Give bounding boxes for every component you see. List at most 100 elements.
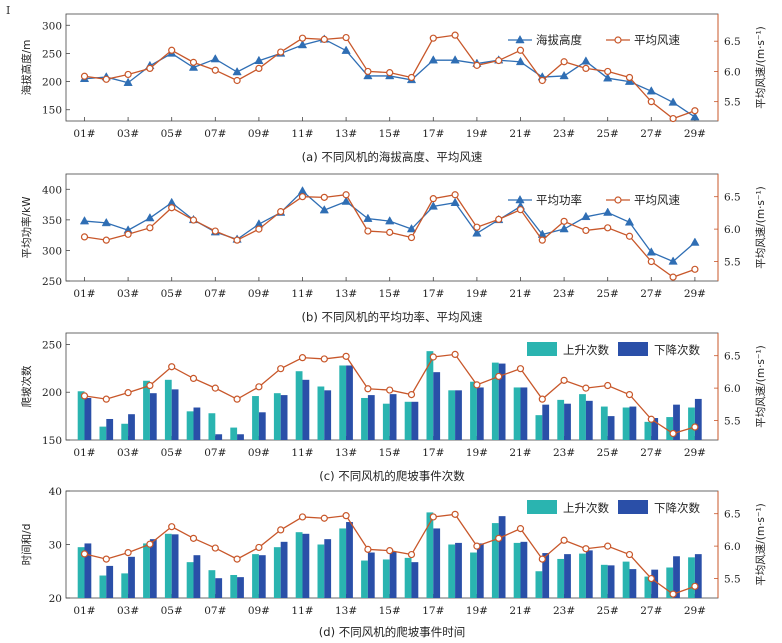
left-tick-label: 300: [42, 20, 62, 32]
x-tick-label: 09#: [248, 605, 270, 617]
data-point: [146, 540, 154, 548]
data-point: [646, 86, 656, 95]
bar-down: [302, 533, 310, 598]
data-point: [669, 114, 677, 123]
legend-marker: [614, 36, 622, 44]
bar-down: [585, 550, 593, 598]
x-tick-label: 19#: [466, 605, 488, 617]
x-tick-label: 27#: [640, 128, 662, 140]
data-point: [123, 77, 133, 86]
data-point: [297, 39, 308, 49]
x-tick-label: 25#: [597, 447, 619, 459]
x-tick-label: 03#: [117, 605, 139, 617]
data-point: [538, 236, 546, 244]
series-wind-speed: [80, 350, 699, 438]
bar-down: [193, 407, 201, 440]
legend-label: 海拔高度: [536, 33, 582, 47]
data-point: [255, 383, 263, 391]
data-point: [516, 525, 525, 533]
bar-down: [258, 412, 266, 440]
bar-up: [273, 393, 281, 440]
data-point: [690, 237, 700, 246]
data-point: [604, 67, 612, 76]
bar-down: [215, 434, 223, 440]
data-point: [604, 224, 612, 232]
bar-up: [273, 547, 281, 598]
data-point: [320, 514, 328, 522]
x-tick-label: 15#: [379, 447, 401, 459]
data-point: [189, 58, 198, 66]
x-tick-label: 11#: [291, 288, 313, 300]
data-point: [624, 217, 635, 226]
data-point: [582, 226, 590, 235]
x-tick-label: 07#: [204, 288, 226, 300]
data-point: [603, 207, 613, 216]
bar-up: [252, 396, 259, 440]
x-tick-label: 13#: [335, 605, 357, 617]
data-point: [341, 45, 351, 54]
bar-down: [607, 416, 615, 440]
x-tick-label: 27#: [640, 288, 662, 300]
data-point: [495, 534, 503, 542]
bar-down: [542, 553, 550, 598]
data-point: [559, 70, 569, 80]
panel-caption: (a) 不同风机的海拔高度、平均风速: [302, 150, 483, 164]
bar-up: [143, 380, 150, 440]
bar-up: [404, 401, 412, 440]
figure-corner-label: I: [6, 4, 10, 17]
data-point: [647, 257, 655, 266]
bar-down: [564, 554, 571, 598]
bar-down: [433, 528, 441, 598]
bar-down: [346, 522, 353, 598]
bar-down: [607, 565, 615, 598]
data-point: [691, 265, 699, 273]
left-axis-title: 爬坡次数: [20, 365, 33, 407]
legend: 平均功率 平均风速: [508, 193, 680, 207]
data-point: [495, 56, 503, 65]
data-point: [691, 423, 699, 431]
data-point: [450, 55, 460, 64]
x-tick-label: 09#: [248, 288, 270, 300]
data-point: [603, 73, 613, 82]
bar-down: [585, 400, 593, 440]
x-tick-label: 05#: [161, 447, 183, 459]
x-tick-label: 15#: [379, 288, 401, 300]
data-point: [255, 64, 263, 73]
legend-label: 下降次数: [654, 343, 700, 357]
bar-up: [208, 570, 216, 598]
bar-up: [644, 576, 652, 598]
bar-up: [622, 407, 630, 440]
data-point: [342, 33, 350, 42]
x-tick-label: 23#: [553, 605, 575, 617]
bar-up: [666, 567, 674, 598]
bar-up: [600, 564, 608, 598]
data-point: [255, 543, 263, 552]
left-axis-title: 平均功率/kW: [20, 196, 33, 259]
data-point: [559, 224, 569, 233]
data-point: [233, 395, 241, 403]
bar-up: [557, 558, 565, 598]
data-point: [516, 206, 525, 214]
x-tick-label: 05#: [161, 288, 183, 300]
data-point: [581, 211, 591, 221]
x-tick-label: 23#: [553, 288, 575, 300]
bar-up: [491, 362, 499, 440]
legend-label: 上升次数: [563, 501, 609, 515]
chart-panel-4: 20 30 40 5.5 6.0 6.5 01# 03# 05# 07# 09# 11# 13# 15# 1…: [20, 486, 767, 639]
right-tick-label: 6.0: [724, 66, 741, 78]
bar-down: [673, 404, 680, 440]
series-line: [84, 190, 696, 263]
x-tick-label: 25#: [597, 128, 619, 140]
bar-down: [84, 397, 92, 440]
data-point: [450, 197, 460, 206]
data-point: [429, 513, 437, 521]
data-point: [320, 35, 328, 43]
bar-down: [476, 543, 484, 598]
right-tick-label: 6.0: [724, 224, 741, 236]
bar-up: [121, 423, 129, 440]
bar-down: [106, 418, 114, 440]
data-point: [647, 574, 655, 583]
bar-up: [99, 426, 107, 440]
data-point: [211, 227, 219, 235]
bar-down: [389, 394, 397, 440]
